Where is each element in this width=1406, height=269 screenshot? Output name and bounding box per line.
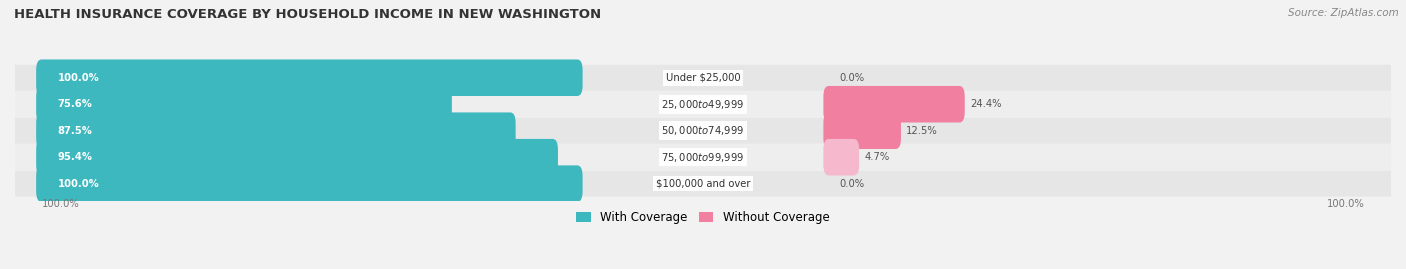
- FancyBboxPatch shape: [824, 112, 901, 149]
- FancyBboxPatch shape: [824, 139, 859, 175]
- Text: $100,000 and over: $100,000 and over: [655, 179, 751, 189]
- Text: 0.0%: 0.0%: [839, 73, 865, 83]
- FancyBboxPatch shape: [37, 59, 582, 96]
- Text: Source: ZipAtlas.com: Source: ZipAtlas.com: [1288, 8, 1399, 18]
- Text: 87.5%: 87.5%: [58, 126, 93, 136]
- FancyBboxPatch shape: [15, 171, 1391, 197]
- FancyBboxPatch shape: [15, 91, 1391, 117]
- Text: 4.7%: 4.7%: [865, 152, 890, 162]
- FancyBboxPatch shape: [37, 139, 558, 175]
- Legend: With Coverage, Without Coverage: With Coverage, Without Coverage: [572, 206, 834, 229]
- FancyBboxPatch shape: [15, 144, 1391, 170]
- Text: 100.0%: 100.0%: [41, 199, 79, 209]
- Text: 100.0%: 100.0%: [1327, 199, 1365, 209]
- Text: 0.0%: 0.0%: [839, 179, 865, 189]
- FancyBboxPatch shape: [37, 112, 516, 149]
- FancyBboxPatch shape: [824, 86, 965, 122]
- FancyBboxPatch shape: [37, 165, 582, 202]
- Text: HEALTH INSURANCE COVERAGE BY HOUSEHOLD INCOME IN NEW WASHINGTON: HEALTH INSURANCE COVERAGE BY HOUSEHOLD I…: [14, 8, 602, 21]
- Text: $25,000 to $49,999: $25,000 to $49,999: [661, 98, 745, 111]
- Text: 95.4%: 95.4%: [58, 152, 93, 162]
- Text: 100.0%: 100.0%: [58, 179, 98, 189]
- Text: $75,000 to $99,999: $75,000 to $99,999: [661, 151, 745, 164]
- Text: 12.5%: 12.5%: [907, 126, 938, 136]
- FancyBboxPatch shape: [15, 65, 1391, 91]
- Text: 100.0%: 100.0%: [58, 73, 98, 83]
- FancyBboxPatch shape: [37, 86, 451, 122]
- Text: Under $25,000: Under $25,000: [665, 73, 741, 83]
- Text: 24.4%: 24.4%: [970, 99, 1001, 109]
- Text: 75.6%: 75.6%: [58, 99, 93, 109]
- Text: $50,000 to $74,999: $50,000 to $74,999: [661, 124, 745, 137]
- FancyBboxPatch shape: [15, 118, 1391, 144]
